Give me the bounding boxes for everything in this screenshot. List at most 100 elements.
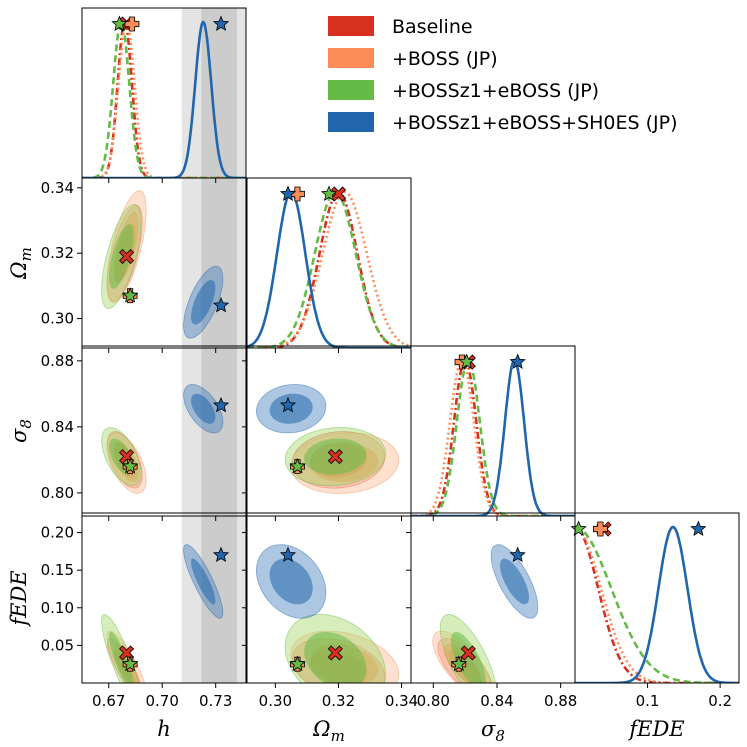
y-axis-label-fEDE: fEDE	[7, 570, 31, 627]
x-axis-label-s8: σ8	[481, 717, 505, 745]
x-tick-label: 0.2	[708, 692, 732, 710]
x-tick-label: 0.73	[199, 692, 232, 710]
x-tick-label: 0.80	[417, 692, 450, 710]
posterior-1d-+BOSSz1+eBOSS+SH0ES (JP)	[575, 525, 739, 683]
x-tick-label: 0.30	[259, 692, 292, 710]
peak-marker-+BOSSz1+eBOSS (JP)	[111, 15, 128, 31]
legend-label-1: +BOSS (JP)	[392, 48, 498, 70]
y-axis-label-Om: Ωm	[7, 247, 35, 280]
shoes-bands	[181, 8, 246, 683]
axis-label-symbol: Ω	[312, 717, 330, 741]
legend-swatch-3	[328, 112, 374, 132]
panel-frame	[410, 345, 576, 517]
axis-label-subscript: m	[331, 727, 345, 745]
peak-marker-+BOSSz1+eBOSS (JP)	[320, 185, 338, 201]
y-tick-label: 0.15	[41, 561, 74, 579]
best-fit-marker-+BOSSz1+eBOSS+SH0ES (JP)	[212, 546, 230, 563]
y-tick-label: 0.34	[41, 179, 74, 197]
x-tick-label: 0.70	[146, 692, 179, 710]
best-fit-marker-+BOSSz1+eBOSS (JP)	[450, 655, 467, 672]
peak-marker-+BOSSz1+eBOSS (JP)	[458, 353, 475, 369]
y-tick-label: 0.05	[41, 636, 74, 654]
best-fit-marker-+BOSSz1+eBOSS (JP)	[121, 655, 139, 672]
axis-label-symbol: Ω	[7, 261, 31, 279]
panel-frame	[246, 177, 412, 349]
peak-marker-+BOSSz1+eBOSS+SH0ES (JP)	[212, 15, 230, 31]
x-tick-label: 0.34	[385, 692, 418, 710]
x-tick-label: 0.32	[322, 692, 355, 710]
best-fit-marker-+BOSSz1+eBOSS+SH0ES (JP)	[279, 396, 297, 413]
legend-swatch-2	[328, 80, 374, 100]
shoes-band-1sigma	[201, 178, 238, 348]
contour-1sigma-+BOSSz1+eBOSS+SH0ES (JP)	[191, 279, 216, 325]
axis-labels: 0.67 0.70 0.73 0.30 0.32 0.340.80 0.84 0.88 0.1 0…	[7, 179, 732, 745]
best-fit-marker-+BOSSz1+eBOSS (JP)	[289, 655, 306, 672]
legend-swatch-1	[328, 48, 374, 68]
legend-label-2: +BOSSz1+eBOSS (JP)	[392, 80, 599, 102]
y-tick-label: 0.88	[41, 352, 74, 370]
x-tick-label: 0.88	[544, 692, 577, 710]
peak-marker-+BOSSz1+eBOSS+SH0ES (JP)	[279, 185, 297, 201]
axis-label-symbol: h	[157, 717, 171, 741]
best-fit-marker-+BOSSz1+eBOSS+SH0ES (JP)	[212, 396, 230, 413]
axis-label-symbol: σ	[7, 428, 31, 443]
posterior-1d-+BOSS (JP)	[82, 21, 246, 178]
posterior-1d-+BOSS (JP)	[411, 358, 575, 516]
legend-label-3: +BOSSz1+eBOSS+SH0ES (JP)	[392, 112, 678, 134]
peak-marker-+BOSSz1+eBOSS+SH0ES (JP)	[509, 353, 526, 369]
panel-frame	[81, 177, 247, 349]
posterior-1d-+BOSSz1+eBOSS+SH0ES (JP)	[247, 190, 411, 348]
best-fit-marker-Baseline	[327, 449, 343, 465]
axis-label-subscript: 8	[495, 727, 505, 745]
peak-marker-+BOSSz1+eBOSS+SH0ES (JP)	[690, 520, 707, 536]
panel-frame	[81, 512, 247, 684]
contour-1sigma-+BOSSz1+eBOSS (JP)	[450, 631, 486, 683]
x-tick-label: 0.84	[480, 692, 513, 710]
panel-frame	[410, 512, 576, 684]
axis-label-symbol: fEDE	[627, 717, 684, 741]
posterior-1d-+BOSSz1+eBOSS+SH0ES (JP)	[411, 358, 575, 516]
posterior-1d-+BOSS (JP)	[247, 190, 411, 348]
contour-1sigma-+BOSSz1+eBOSS+SH0ES (JP)	[191, 393, 216, 424]
best-fit-marker-Baseline	[119, 248, 135, 265]
best-fit-marker-+BOSSz1+eBOSS+SH0ES (JP)	[279, 546, 297, 563]
axes	[81, 7, 740, 684]
axis-label-subscript: 8	[17, 419, 35, 429]
contour-fills	[101, 190, 539, 683]
y-tick-label: 0.20	[41, 524, 74, 542]
peak-marker-+BOSS (JP)	[593, 521, 608, 537]
y-tick-label: 0.10	[41, 599, 74, 617]
y-axis-label-s8: σ8	[7, 419, 35, 443]
best-fit-marker-+BOSSz1+eBOSS+SH0ES (JP)	[212, 296, 230, 313]
best-fit-marker-+BOSSz1+eBOSS (JP)	[121, 457, 139, 474]
best-fit-marker-+BOSSz1+eBOSS (JP)	[121, 287, 139, 303]
axis-label-symbol: σ	[481, 717, 496, 741]
x-tick-label: 0.1	[636, 692, 660, 710]
posterior-1d-+BOSSz1+eBOSS (JP)	[82, 20, 246, 178]
legend-label-0: Baseline	[392, 16, 473, 38]
posterior-1d-Baseline	[411, 358, 575, 516]
contour-1sigma-+BOSSz1+eBOSS+SH0ES (JP)	[500, 558, 529, 605]
x-tick-label: 0.67	[92, 692, 125, 710]
axis-label-symbol: fEDE	[7, 570, 31, 627]
x-axis-label-fEDE: fEDE	[627, 717, 684, 741]
axis-label-subscript: m	[17, 247, 35, 261]
panel-frame	[81, 345, 247, 517]
contour-1sigma-+BOSSz1+eBOSS (JP)	[109, 224, 134, 289]
contour-1sigma-+BOSSz1+eBOSS (JP)	[304, 631, 367, 683]
x-axis-label-Om: Ωm	[312, 717, 345, 745]
best-fit-marker-+BOSSz1+eBOSS (JP)	[289, 457, 306, 474]
x-axis-label-h: h	[157, 717, 171, 741]
legend: Baseline +BOSS (JP) +BOSSz1+eBOSS (JP) +BOS…	[328, 16, 678, 134]
ticks	[77, 178, 721, 688]
y-tick-label: 0.32	[41, 244, 74, 262]
panel-frame	[574, 512, 740, 684]
contour-1sigma-+BOSSz1+eBOSS+SH0ES (JP)	[269, 558, 313, 605]
y-tick-label: 0.30	[41, 310, 74, 328]
y-tick-label: 0.84	[41, 418, 74, 436]
posterior-1d-+BOSSz1+eBOSS (JP)	[411, 358, 575, 516]
contour-1sigma-+BOSSz1+eBOSS+SH0ES (JP)	[191, 558, 216, 605]
best-fit-markers	[111, 15, 707, 672]
posterior-1d-+BOSSz1+eBOSS+SH0ES (JP)	[82, 20, 246, 178]
